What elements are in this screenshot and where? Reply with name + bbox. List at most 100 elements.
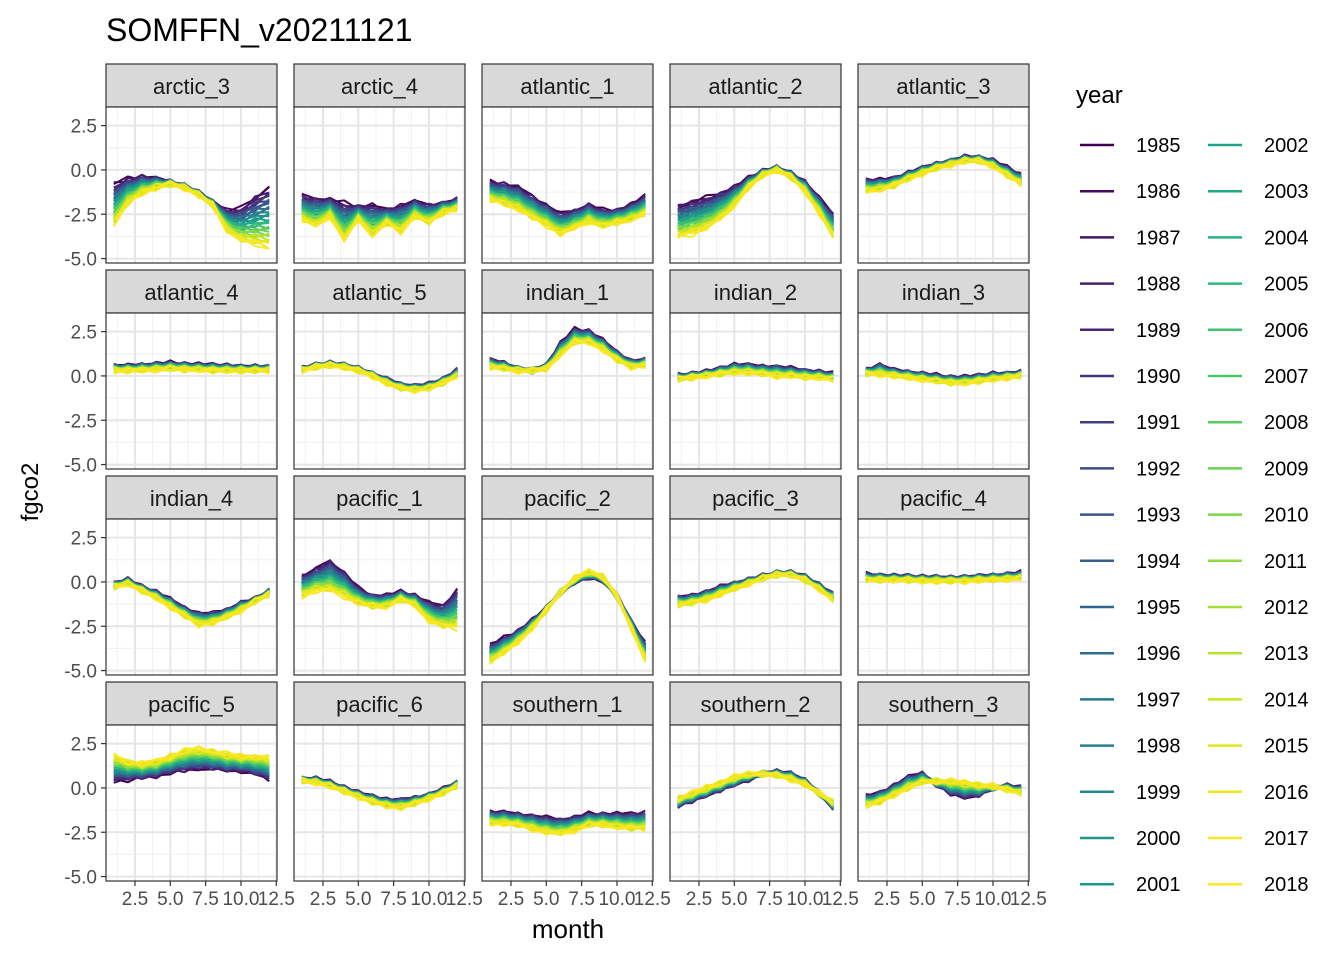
- facet-strip-label: atlantic_1: [520, 74, 614, 99]
- legend-item: 2004: [1208, 227, 1309, 249]
- legend-label: 1994: [1136, 551, 1181, 573]
- x-tick-label: 7.5: [756, 889, 782, 910]
- panel-border: [669, 724, 842, 882]
- series-line: [677, 370, 834, 382]
- facet-strip: [669, 475, 842, 520]
- x-tick-label: 12.5: [446, 889, 483, 910]
- x-tick-label: 7.5: [944, 889, 970, 910]
- legend-item: 2003: [1208, 181, 1309, 203]
- x-tick-label: 10.0: [974, 889, 1011, 910]
- facet-panel: pacific_4: [857, 475, 1030, 676]
- legend-label: 2015: [1264, 736, 1309, 758]
- legend-item: 2013: [1208, 643, 1309, 665]
- y-tick-label: 2.5: [71, 735, 97, 756]
- panel-border: [857, 724, 1030, 882]
- panel-border: [293, 518, 466, 676]
- x-tick-label: 7.5: [568, 889, 594, 910]
- facet-strip-label: southern_3: [888, 692, 998, 717]
- facet-strip-label: indian_2: [714, 280, 797, 305]
- series-line: [865, 370, 1022, 386]
- facet-strip: [481, 475, 654, 520]
- legend-label: 1998: [1136, 736, 1181, 758]
- x-tick-label: 5.0: [345, 889, 371, 910]
- panel-background: [294, 107, 465, 263]
- panel-border: [481, 312, 654, 470]
- legend-label: 2014: [1264, 689, 1309, 711]
- y-tick-label: -5.0: [64, 250, 97, 271]
- panel-background: [482, 725, 653, 881]
- y-tick-label: -2.5: [64, 617, 97, 638]
- legend-item: 2002: [1208, 135, 1309, 157]
- x-tick-label: 10.0: [222, 889, 259, 910]
- facet-strip-label: atlantic_4: [144, 280, 238, 305]
- series-line: [489, 568, 647, 666]
- series-line: [113, 364, 270, 375]
- facet-panel: atlantic_1: [481, 63, 654, 264]
- panel-border: [669, 518, 842, 676]
- x-tick-label: 5.0: [157, 889, 183, 910]
- facet-panel: indian_2: [669, 269, 842, 470]
- series-line: [113, 584, 270, 629]
- panel-border: [857, 312, 1030, 470]
- facet-panel: pacific_5 -5.0 -2.5 0.0 2.5 2.5 5.0 7.5 10.012.5: [64, 681, 295, 910]
- legend-label: 2006: [1264, 320, 1309, 342]
- legend-item: 1992: [1080, 458, 1181, 480]
- facet-strip: [857, 269, 1030, 314]
- facet-strip-label: atlantic_5: [332, 280, 426, 305]
- legend-label: 1996: [1136, 643, 1181, 665]
- series-line: [865, 574, 1022, 586]
- x-tick-label: 10.0: [786, 889, 823, 910]
- facet-strip-label: pacific_4: [900, 486, 987, 511]
- legend-item: 2008: [1208, 412, 1309, 434]
- panel-background: [106, 313, 277, 469]
- panel-border: [481, 106, 654, 264]
- facet-panel: atlantic_4 -5.0 -2.5 0.0 2.5: [64, 269, 278, 477]
- panel-background: [858, 725, 1029, 881]
- legend-label: 1987: [1136, 227, 1181, 249]
- legend-label: 2005: [1264, 274, 1309, 296]
- facet-strip-label: arctic_3: [153, 74, 230, 99]
- facet-panel: indian_3: [857, 269, 1030, 470]
- x-tick-label: 10.0: [410, 889, 447, 910]
- series-line: [865, 157, 1022, 194]
- legend-label: 1995: [1136, 597, 1181, 619]
- legend-label: 1986: [1136, 181, 1181, 203]
- facet-strip-label: arctic_4: [341, 74, 418, 99]
- x-tick-label: 7.5: [380, 889, 406, 910]
- x-tick-label: 2.5: [498, 889, 524, 910]
- legend-item: 1999: [1080, 782, 1181, 804]
- series-line: [301, 362, 458, 395]
- facet-panel: pacific_2: [481, 475, 654, 676]
- legend-label: 1997: [1136, 689, 1181, 711]
- facet-strip-label: southern_2: [700, 692, 810, 717]
- series-line: [113, 747, 270, 766]
- facet-panel: southern_3 2.5 5.0 7.5 10.012.5: [857, 681, 1047, 910]
- facet-strip: [105, 475, 278, 520]
- legend-item: 1985: [1080, 135, 1181, 157]
- legend-item: 2000: [1080, 828, 1181, 850]
- legend-item: 2005: [1208, 274, 1309, 296]
- series-line: [677, 169, 835, 238]
- facet-strip-label: indian_1: [526, 280, 609, 305]
- legend: 1985 1986 1987 1988 1989 1990 1991 1992 1993 1994…: [1080, 135, 1309, 896]
- legend-item: 2012: [1208, 597, 1309, 619]
- legend-label: 2010: [1264, 505, 1309, 527]
- series-line: [301, 205, 458, 240]
- series-line: [113, 745, 270, 768]
- series-line: [489, 338, 646, 373]
- panel-background: [670, 725, 841, 881]
- legend-item: 2015: [1208, 736, 1309, 758]
- facet-panel: atlantic_5: [293, 269, 466, 470]
- legend-item: 1993: [1080, 505, 1181, 527]
- facet-strip-label: pacific_2: [524, 486, 611, 511]
- legend-label: 2004: [1264, 227, 1309, 249]
- panel-border: [293, 106, 466, 264]
- series-line: [301, 588, 458, 632]
- facet-strip: [857, 63, 1030, 108]
- legend-label: 2009: [1264, 458, 1309, 480]
- facet-strip: [293, 475, 466, 520]
- panel-border: [293, 312, 466, 470]
- y-tick-label: -2.5: [64, 205, 97, 226]
- facet-strip-label: pacific_5: [148, 692, 235, 717]
